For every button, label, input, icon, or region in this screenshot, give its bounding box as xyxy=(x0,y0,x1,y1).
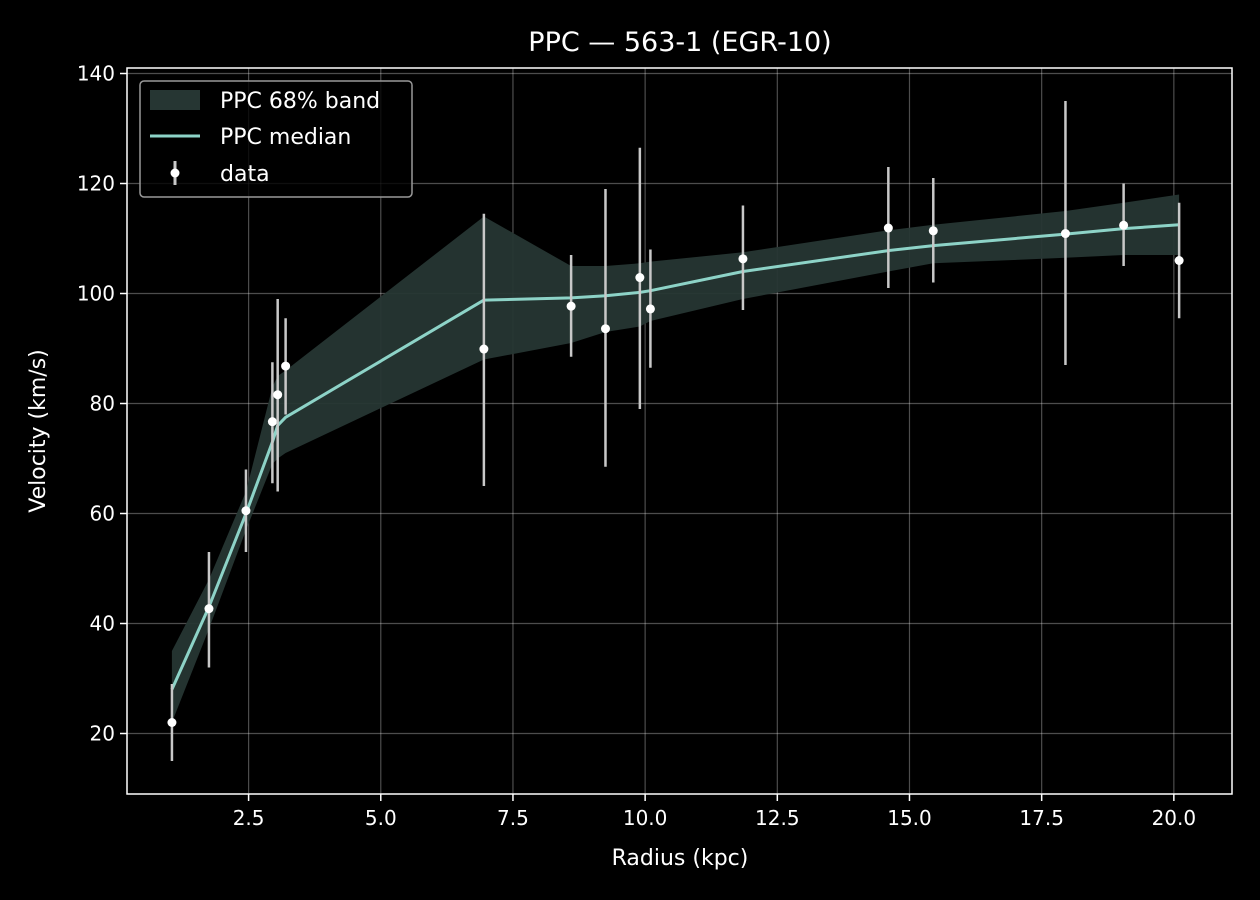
data-point xyxy=(1119,220,1129,230)
grid xyxy=(127,68,1232,794)
y-tick-label: 120 xyxy=(77,172,115,196)
x-axis-label: Radius (kpc) xyxy=(612,846,749,871)
x-tick-label: 17.5 xyxy=(1019,806,1064,830)
data-point xyxy=(1060,229,1070,239)
x-tick-label: 10.0 xyxy=(623,806,668,830)
data-point xyxy=(281,361,291,371)
legend-band-label: PPC 68% band xyxy=(220,89,380,114)
data-series xyxy=(167,101,1184,761)
y-tick-label: 140 xyxy=(77,62,115,86)
data-point xyxy=(600,324,610,334)
data-point xyxy=(928,226,938,236)
data-point xyxy=(566,301,576,311)
x-tick-label: 20.0 xyxy=(1152,806,1197,830)
y-tick-label: 80 xyxy=(90,392,115,416)
legend-box xyxy=(139,80,413,198)
legend-data-label: data xyxy=(220,162,270,187)
x-tick-label: 2.5 xyxy=(233,806,265,830)
y-tick-label: 40 xyxy=(90,612,115,636)
legend-median-label: PPC median xyxy=(220,125,351,150)
data-point xyxy=(273,390,283,400)
data-point xyxy=(645,304,655,314)
y-tick-label: 100 xyxy=(77,282,115,306)
x-axis: 2.5 5.0 7.5 10.0 12.5 15.0 17.5 20.0 xyxy=(233,794,1196,830)
x-tick-label: 15.0 xyxy=(887,806,932,830)
data-point xyxy=(738,254,748,264)
data-point xyxy=(204,604,214,614)
y-tick-label: 20 xyxy=(90,722,115,746)
x-tick-label: 12.5 xyxy=(755,806,800,830)
x-tick-label: 7.5 xyxy=(497,806,529,830)
y-axis-label: Velocity (km/s) xyxy=(26,349,51,513)
data-point xyxy=(479,344,489,354)
chart-title: PPC — 563-1 (EGR-10) xyxy=(528,27,831,58)
legend-data-marker xyxy=(170,168,180,178)
data-point xyxy=(883,223,893,233)
data-point xyxy=(267,417,277,427)
y-tick-label: 60 xyxy=(90,502,115,526)
ppc-band-area xyxy=(171,194,1180,723)
plot-frame xyxy=(126,67,1233,795)
data-point xyxy=(1174,256,1184,265)
legend: PPC 68% band PPC median data xyxy=(139,80,413,198)
data-point xyxy=(167,718,177,727)
data-point xyxy=(241,506,251,516)
y-axis: 20 40 60 80 100 120 140 xyxy=(77,62,127,746)
legend-band-swatch xyxy=(150,90,200,110)
ppc-band xyxy=(171,194,1180,723)
x-tick-label: 5.0 xyxy=(365,806,397,830)
data-point xyxy=(635,273,645,283)
